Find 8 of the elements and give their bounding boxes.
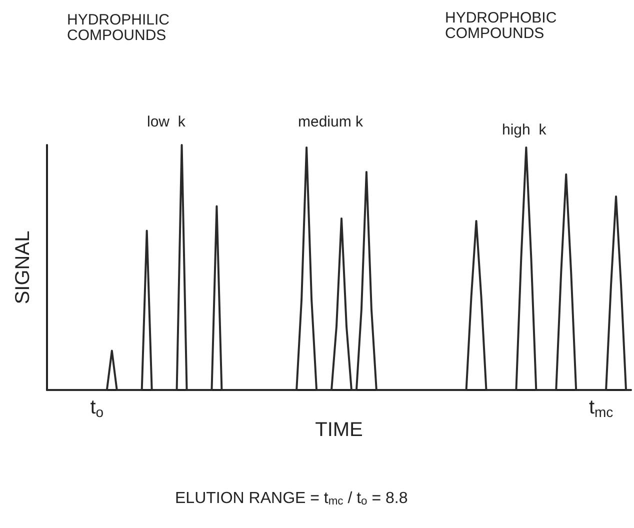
text: ELUTION RANGE = tmc / to = 8.8 bbox=[175, 490, 408, 508]
y-axis-title: SIGNAL bbox=[12, 230, 34, 304]
text: HYDROPHILIC COMPOUNDS bbox=[67, 11, 170, 44]
text: medium k bbox=[298, 113, 364, 130]
text: high k bbox=[502, 121, 547, 138]
x-axis-title: TIME bbox=[315, 418, 363, 441]
text: low k bbox=[147, 113, 186, 130]
text: HYDROPHOBIC COMPOUNDS bbox=[445, 9, 557, 42]
